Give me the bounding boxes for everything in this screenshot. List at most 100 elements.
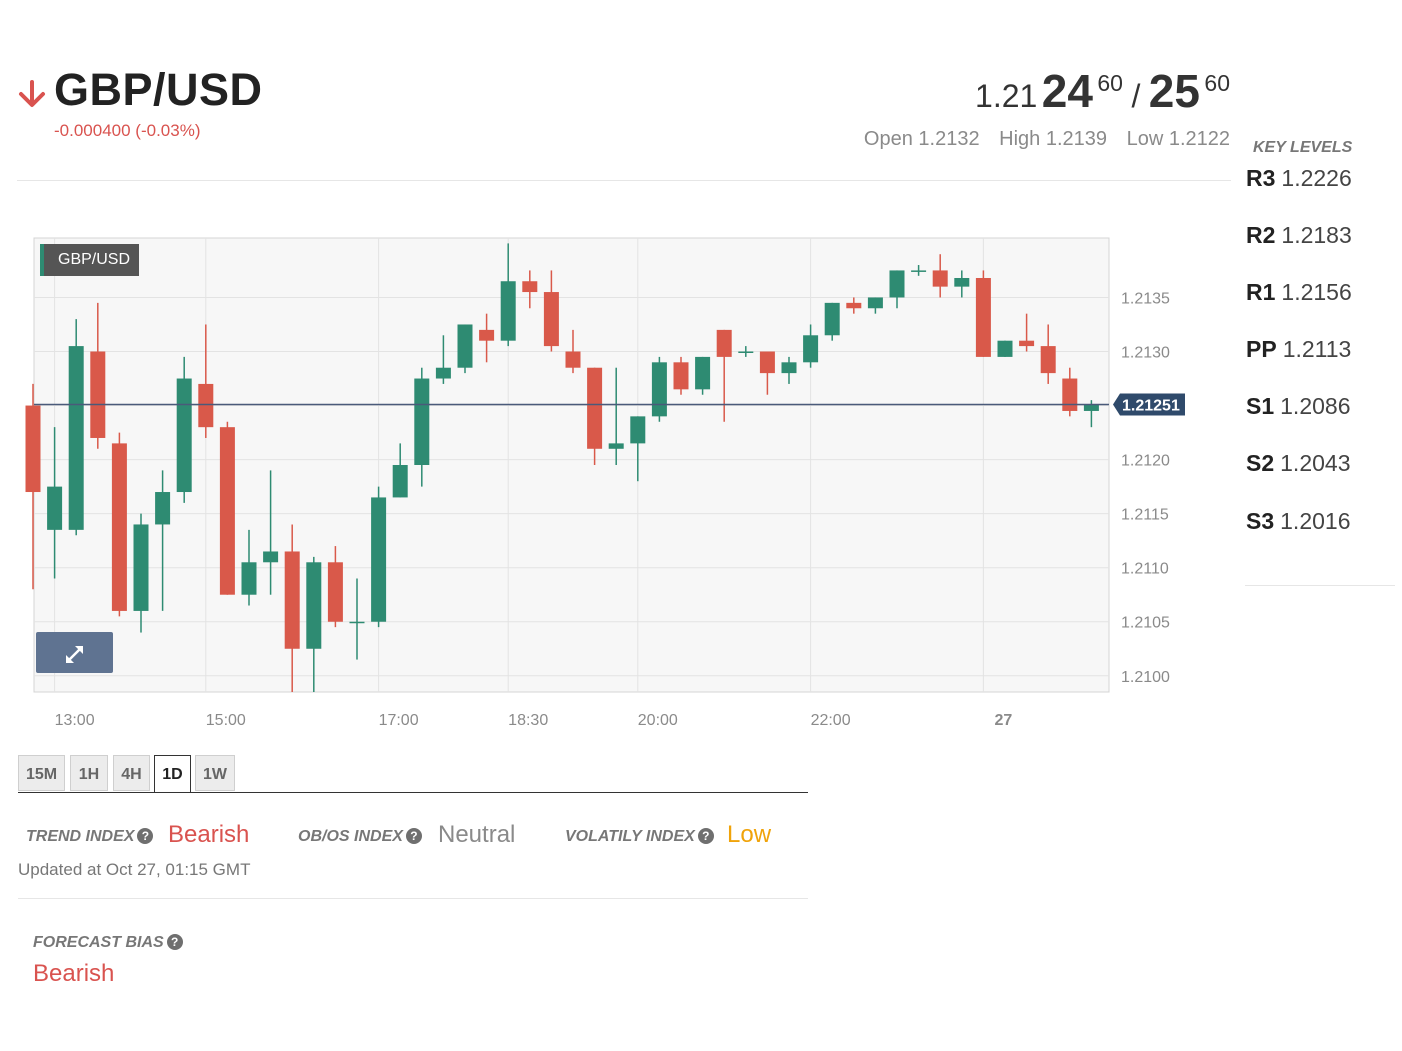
candle-body (479, 329, 495, 341)
tab-15m[interactable]: 15M (18, 755, 65, 791)
candle-body (371, 497, 387, 622)
y-tick-label: 1.2135 (1121, 290, 1170, 307)
chart-pair-badge: GBP/USD (40, 244, 139, 276)
x-tick-label: 27 (995, 712, 1013, 729)
candle-body (889, 270, 905, 298)
candle-body (673, 362, 689, 390)
ask-pipette: 60 (1204, 70, 1230, 96)
tab-1w[interactable]: 1W (195, 755, 235, 791)
key-level-s3: S3 1.2016 (1246, 508, 1351, 534)
key-level-s2: S2 1.2043 (1246, 450, 1351, 476)
forecast-bias-label: FORECAST BIAS? (33, 934, 183, 952)
candle-body (954, 277, 970, 287)
current-price-marker (1113, 393, 1185, 416)
candle-body (608, 443, 624, 449)
forecast-bias-value: Bearish (33, 960, 115, 987)
open-high-low: Open 1.2132 High 1.2139 Low 1.2122 (850, 128, 1230, 151)
tabs-underline (18, 792, 808, 793)
high-value: High 1.2139 (999, 128, 1108, 150)
candle-body (759, 351, 775, 374)
quote-base: 1.21 (975, 78, 1038, 114)
candle-body (47, 486, 63, 530)
price-change: -0.000400 (-0.03%) (54, 121, 201, 140)
ask-big-digits: 25 (1148, 65, 1200, 117)
candle-body (738, 351, 754, 353)
candlestick-chart[interactable]: 1.2100 1.2105 1.2110 1.2115 1.2120 1.2130 1.21… (0, 230, 1240, 740)
help-icon[interactable]: ? (137, 828, 154, 844)
tab-1d[interactable]: 1D (154, 755, 191, 793)
candle-body (1062, 378, 1078, 411)
candle-body (975, 277, 991, 357)
candle-body (263, 551, 279, 563)
candle-body (803, 335, 819, 363)
y-tick-label: 1.2120 (1121, 453, 1170, 470)
expand-chart-button[interactable] (36, 632, 113, 673)
candle-body (111, 443, 127, 611)
current-price-label: 1.21251 (1122, 397, 1180, 414)
open-value: Open 1.2132 (863, 128, 980, 150)
candle-body (587, 367, 603, 449)
candle-body (630, 416, 646, 444)
trend-index-label: TREND INDEX? (26, 828, 154, 846)
candle-body (867, 297, 883, 309)
arrow-down-icon (19, 80, 45, 107)
candle-body (932, 270, 948, 287)
updated-timestamp: Updated at Oct 27, 01:15 GMT (18, 860, 251, 879)
key-level-r2: R2 1.2183 (1246, 222, 1352, 248)
key-levels-divider (1245, 585, 1395, 586)
candle-body (565, 351, 581, 368)
x-tick-label: 15:00 (206, 712, 246, 729)
tab-1h[interactable]: 1H (70, 755, 108, 791)
candle-body (500, 281, 516, 341)
key-level-r1: R1 1.2156 (1246, 279, 1352, 305)
candle-body (1040, 346, 1056, 374)
candle-body (846, 302, 862, 309)
x-tick-label: 20:00 (638, 712, 678, 729)
key-level-r3: R3 1.2226 (1246, 165, 1352, 191)
y-tick-label: 1.2110 (1121, 561, 1169, 578)
y-tick-label: 1.2115 (1121, 507, 1169, 524)
candle-body (781, 362, 797, 374)
candle-body (155, 492, 171, 525)
x-tick-label: 22:00 (811, 712, 851, 729)
candle-body (414, 378, 430, 465)
obos-index-value: Neutral (438, 821, 516, 848)
key-level-pp: PP 1.2113 (1246, 336, 1352, 362)
trend-index-value: Bearish (168, 821, 250, 848)
candle-body (695, 356, 711, 390)
candle-body (392, 465, 408, 498)
help-icon[interactable]: ? (697, 828, 714, 844)
x-tick-label: 18:30 (508, 712, 548, 729)
volatility-index-value: Low (727, 821, 772, 848)
obos-index-label: OB/OS INDEX? (298, 828, 422, 846)
candle-body (68, 346, 84, 530)
expand-icon (66, 646, 83, 663)
pair-title: GBP/USD (54, 64, 263, 115)
candle-body (543, 292, 559, 347)
bid-pipette: 60 (1097, 70, 1123, 96)
candle-body (651, 362, 667, 417)
y-tick-label: 1.2105 (1121, 615, 1170, 632)
key-levels-title: KEY LEVELS (1253, 139, 1353, 156)
tab-4h[interactable]: 4H (113, 755, 150, 791)
volatility-index-label: VOLATILY INDEX? (565, 828, 714, 846)
help-icon[interactable]: ? (405, 828, 422, 844)
plot-area (33, 237, 1110, 693)
candle-body (198, 383, 214, 428)
candle-body (219, 427, 235, 595)
candle-body (997, 340, 1013, 357)
y-tick-label: 1.2100 (1121, 669, 1170, 686)
bid-ask-quote: 1.21 24 60 / 25 60 (975, 64, 1230, 118)
candle-body (133, 524, 149, 611)
candle-body (522, 281, 538, 293)
candle-body (716, 329, 732, 357)
candle-body (284, 551, 300, 649)
candle-body (1083, 404, 1099, 411)
candle-body (824, 302, 840, 336)
candle-body (349, 621, 365, 624)
candle-body (435, 367, 451, 379)
help-icon[interactable]: ? (166, 934, 183, 950)
x-tick-label: 17:00 (379, 712, 419, 729)
candle-body (90, 351, 106, 438)
candle-body (176, 378, 192, 493)
